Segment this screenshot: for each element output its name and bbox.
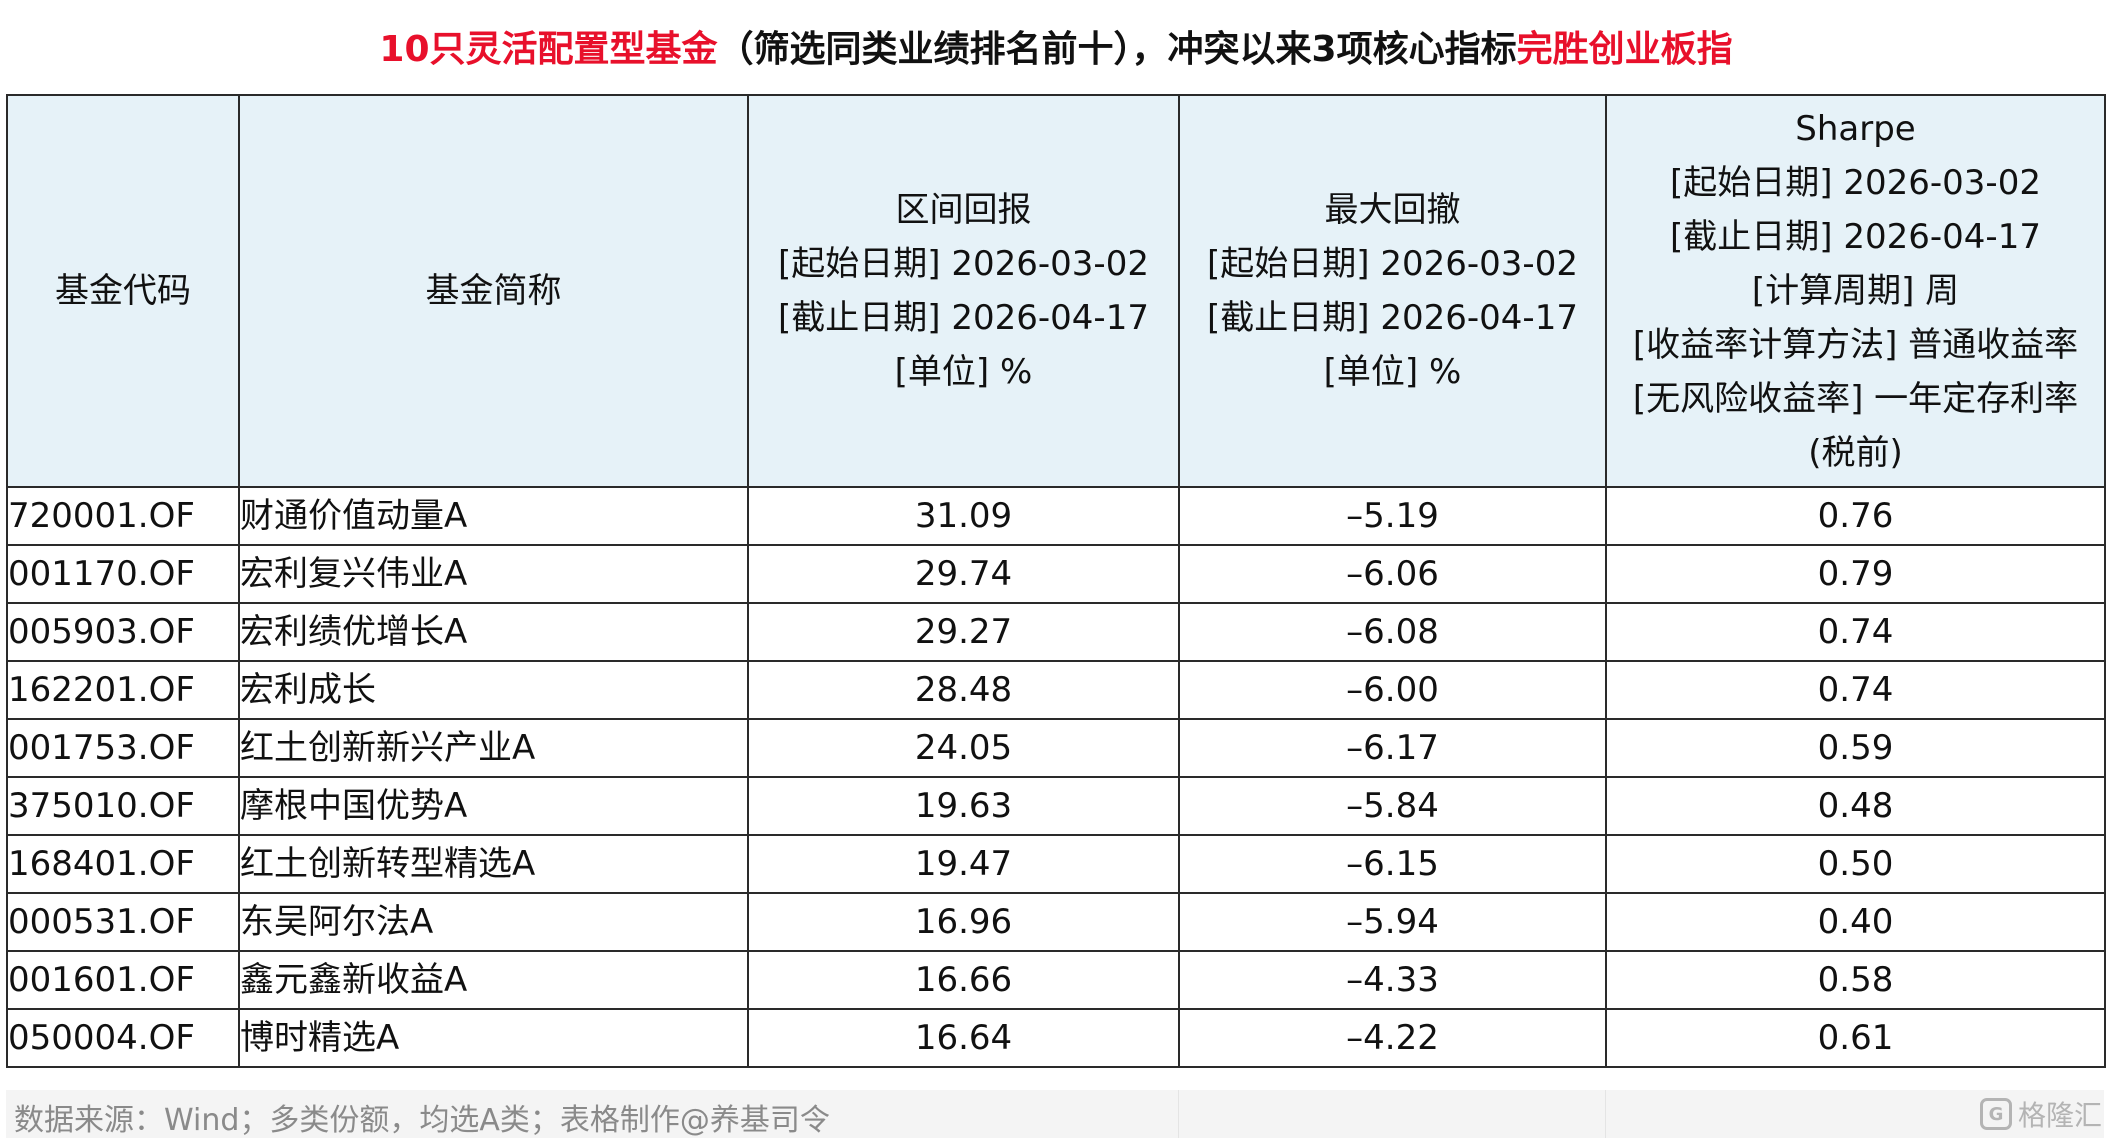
watermark-text: 格隆汇 <box>2017 1099 2102 1132</box>
fund-code-cell: 001753.OF <box>6 718 240 778</box>
fund-name-cell: 摩根中国优势A <box>238 776 749 836</box>
data-source-note: 数据来源：Wind；多类份额，均选A类；表格制作@养基司令 <box>14 1103 830 1138</box>
table-row: 000531.OF 东吴阿尔法A 16.96 –5.94 0.40 <box>6 892 2106 952</box>
fund-code-cell: 050004.OF <box>6 1008 240 1068</box>
return-cell: 29.74 <box>747 544 1180 604</box>
title-middle: （筛选同类业绩排名前十），冲突以来3项核心指标 <box>717 29 1517 70</box>
footer-band <box>6 1090 2104 1138</box>
table-row: 162201.OF 宏利成长 28.48 –6.00 0.74 <box>6 660 2106 720</box>
header-line: [单位] % <box>1323 352 1462 392</box>
fund-name-cell: 红土创新转型精选A <box>238 834 749 894</box>
fund-code-cell: 375010.OF <box>6 776 240 836</box>
header-line: (税前) <box>1808 433 1903 473</box>
fund-name-cell: 宏利绩优增长A <box>238 602 749 662</box>
table-header-row: 基金代码 基金简称 区间回报 [起始日期] 2026-03-02 [截止日期] … <box>6 94 2106 488</box>
header-line: [起始日期] 2026-03-02 <box>778 244 1149 284</box>
table-row: 005903.OF 宏利绩优增长A 29.27 –6.08 0.74 <box>6 602 2106 662</box>
fund-name-cell: 博时精选A <box>238 1008 749 1068</box>
table-row: 050004.OF 博时精选A 16.64 –4.22 0.61 <box>6 1008 2106 1068</box>
drawdown-cell: –6.06 <box>1178 544 1607 604</box>
return-cell: 19.63 <box>747 776 1180 836</box>
header-line: [收益率计算方法] 普通收益率 <box>1632 325 2079 365</box>
header-line: 区间回报 <box>895 190 1032 230</box>
return-cell: 31.09 <box>747 486 1180 546</box>
sharpe-cell: 0.48 <box>1605 776 2106 836</box>
footer-divider <box>1178 1090 1179 1138</box>
fund-name-cell: 鑫元鑫新收益A <box>238 950 749 1010</box>
return-cell: 16.96 <box>747 892 1180 952</box>
table-row: 720001.OF 财通价值动量A 31.09 –5.19 0.76 <box>6 486 2106 546</box>
header-line: [无风险收益率] 一年定存利率 <box>1632 379 2079 419</box>
table-row: 001170.OF 宏利复兴伟业A 29.74 –6.06 0.79 <box>6 544 2106 604</box>
header-line: [计算周期] 周 <box>1751 271 1960 311</box>
fund-code-cell: 001170.OF <box>6 544 240 604</box>
header-line: [截止日期] 2026-04-17 <box>1207 298 1578 338</box>
fund-code-cell: 720001.OF <box>6 486 240 546</box>
header-max-drawdown: 最大回撤 [起始日期] 2026-03-02 [截止日期] 2026-04-17… <box>1178 94 1607 488</box>
title-highlight-start: 10只灵活配置型基金 <box>379 29 718 70</box>
fund-code-cell: 168401.OF <box>6 834 240 894</box>
table-row: 001601.OF 鑫元鑫新收益A 16.66 –4.33 0.58 <box>6 950 2106 1010</box>
header-line: Sharpe <box>1795 109 1916 149</box>
drawdown-cell: –5.84 <box>1178 776 1607 836</box>
drawdown-cell: –5.19 <box>1178 486 1607 546</box>
fund-table: 基金代码 基金简称 区间回报 [起始日期] 2026-03-02 [截止日期] … <box>6 94 2106 1068</box>
fund-name-cell: 宏利复兴伟业A <box>238 544 749 604</box>
sharpe-cell: 0.40 <box>1605 892 2106 952</box>
header-line: [起始日期] 2026-03-02 <box>1207 244 1578 284</box>
sharpe-cell: 0.59 <box>1605 718 2106 778</box>
return-cell: 24.05 <box>747 718 1180 778</box>
header-period-return: 区间回报 [起始日期] 2026-03-02 [截止日期] 2026-04-17… <box>747 94 1180 488</box>
header-line: [起始日期] 2026-03-02 <box>1670 163 2041 203</box>
sharpe-cell: 0.76 <box>1605 486 2106 546</box>
header-line: [截止日期] 2026-04-17 <box>778 298 1149 338</box>
drawdown-cell: –5.94 <box>1178 892 1607 952</box>
fund-name-cell: 财通价值动量A <box>238 486 749 546</box>
sharpe-cell: 0.58 <box>1605 950 2106 1010</box>
table-row: 001753.OF 红土创新新兴产业A 24.05 –6.17 0.59 <box>6 718 2106 778</box>
watermark: G 格隆汇 <box>1979 1094 2102 1134</box>
page-title: 10只灵活配置型基金 （筛选同类业绩排名前十），冲突以来3项核心指标 完胜创业板指 <box>0 0 2112 92</box>
sharpe-cell: 0.74 <box>1605 660 2106 720</box>
table-row: 168401.OF 红土创新转型精选A 19.47 –6.15 0.50 <box>6 834 2106 894</box>
drawdown-cell: –6.15 <box>1178 834 1607 894</box>
footer-divider <box>1605 1090 1606 1138</box>
sharpe-cell: 0.50 <box>1605 834 2106 894</box>
return-cell: 19.47 <box>747 834 1180 894</box>
fund-code-cell: 005903.OF <box>6 602 240 662</box>
return-cell: 28.48 <box>747 660 1180 720</box>
gelonghui-logo-icon: G <box>1979 1098 2012 1130</box>
title-highlight-end: 完胜创业板指 <box>1516 29 1733 70</box>
header-line: 最大回撤 <box>1324 190 1461 230</box>
return-cell: 16.66 <box>747 950 1180 1010</box>
fund-code-cell: 001601.OF <box>6 950 240 1010</box>
header-fund-code: 基金代码 <box>6 94 240 488</box>
sharpe-cell: 0.74 <box>1605 602 2106 662</box>
header-line: [截止日期] 2026-04-17 <box>1670 217 2041 257</box>
drawdown-cell: –6.08 <box>1178 602 1607 662</box>
drawdown-cell: –4.33 <box>1178 950 1607 1010</box>
sharpe-cell: 0.79 <box>1605 544 2106 604</box>
drawdown-cell: –4.22 <box>1178 1008 1607 1068</box>
drawdown-cell: –6.00 <box>1178 660 1607 720</box>
fund-name-cell: 宏利成长 <box>238 660 749 720</box>
drawdown-cell: –6.17 <box>1178 718 1607 778</box>
return-cell: 16.64 <box>747 1008 1180 1068</box>
table-row: 375010.OF 摩根中国优势A 19.63 –5.84 0.48 <box>6 776 2106 836</box>
header-line: [单位] % <box>894 352 1033 392</box>
fund-name-cell: 红土创新新兴产业A <box>238 718 749 778</box>
fund-code-cell: 162201.OF <box>6 660 240 720</box>
fund-name-cell: 东吴阿尔法A <box>238 892 749 952</box>
header-sharpe: Sharpe [起始日期] 2026-03-02 [截止日期] 2026-04-… <box>1605 94 2106 488</box>
fund-code-cell: 000531.OF <box>6 892 240 952</box>
return-cell: 29.27 <box>747 602 1180 662</box>
sharpe-cell: 0.61 <box>1605 1008 2106 1068</box>
header-fund-name: 基金简称 <box>238 94 749 488</box>
